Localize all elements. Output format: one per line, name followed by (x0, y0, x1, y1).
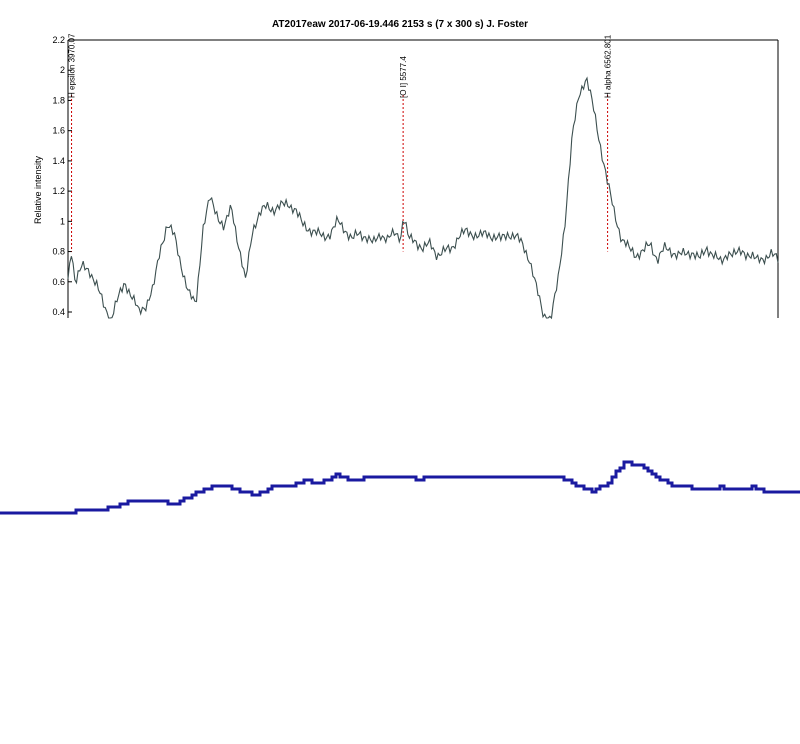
y-tick-label: 1.8 (52, 95, 65, 105)
y-tick-label: 0.6 (52, 277, 65, 287)
y-tick-label: 1.6 (52, 126, 65, 136)
y-ticks: 2.2 2 1.8 1.6 1.4 1.2 1 0.8 0.6 0.4 (52, 35, 72, 317)
line-marker-label: H epsilon 3970.07 (68, 33, 77, 98)
y-tick-label: 2 (60, 65, 65, 75)
y-tick-label: 1.2 (52, 186, 65, 196)
series-group (67, 76, 779, 320)
continuum-series-line (0, 460, 800, 515)
line-marker-label: H alpha 6562.801 (604, 34, 613, 98)
spectrum-series-line (67, 76, 779, 320)
chart-title: AT2017eaw 2017-06-19.446 2153 s (7 x 300… (272, 19, 528, 30)
y-tick-label: 1.4 (52, 156, 65, 166)
plot-frame (67, 39, 779, 318)
y-tick-label: 0.4 (52, 307, 65, 317)
continuum-chart (0, 460, 800, 515)
line-marker-label: [O I] 5577.4 (399, 56, 408, 98)
y-tick-label: 1 (60, 216, 65, 226)
y-tick-label: 0.8 (52, 247, 65, 257)
spectral-line-markers: H epsilon 3970.07 [O I] 5577.4 H alpha 656… (68, 33, 613, 252)
spectrum-chart: AT2017eaw 2017-06-19.446 2153 s (7 x 300… (33, 19, 779, 320)
y-axis-label: Relative intensity (33, 155, 43, 224)
y-tick-label: 2.2 (52, 35, 65, 45)
